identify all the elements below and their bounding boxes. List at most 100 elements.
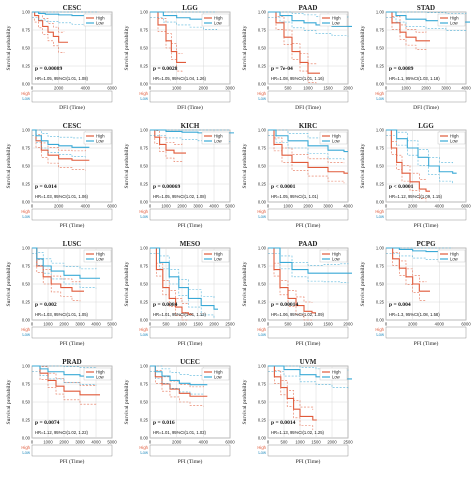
y-axis-label: Survival probability: [124, 25, 130, 70]
x-tick-label: 5000: [107, 440, 117, 445]
risk-row-label: Low: [376, 96, 385, 101]
x-tick-label: 1500: [193, 322, 203, 327]
y-tick-label: 0.00: [140, 82, 149, 87]
x-axis-label: DFI (Time): [59, 104, 85, 111]
y-tick-label: 0.50: [22, 400, 31, 405]
y-tick-label: 0.25: [258, 64, 267, 69]
x-tick-label: 1000: [43, 440, 53, 445]
legend-label: High: [214, 252, 223, 257]
km-panel: LGG 0.00 0.25 0.50 0.75 1.00 0 1000 2000 3000 Surv…: [124, 4, 235, 111]
x-tick-label: 2000: [408, 204, 418, 209]
y-tick-label: 0.00: [258, 318, 267, 323]
legend-label: High: [450, 134, 459, 139]
legend-label: Low: [214, 375, 223, 380]
p-value: p = 0.016: [153, 420, 175, 426]
km-curve-low: [32, 129, 90, 148]
y-axis-label: Survival probability: [6, 25, 12, 70]
legend-label: Low: [214, 21, 223, 26]
y-tick-label: 0.00: [22, 318, 31, 323]
y-axis-label: Survival probability: [242, 379, 248, 424]
x-tick-label: 1000: [303, 86, 313, 91]
x-tick-label: 3000: [225, 86, 235, 91]
y-tick-label: 0.75: [376, 264, 385, 269]
legend-label: Low: [96, 375, 105, 380]
km-curve-high: [150, 11, 186, 63]
y-tick-label: 0.00: [140, 318, 149, 323]
hazard-ratio: HR=1.3, 95%CI(1.08, 1.58): [389, 312, 440, 317]
risk-row-label: Low: [258, 450, 267, 455]
km-panel: PCPG 0.00 0.25 0.50 0.75 1.00 0 2000 4000 6000 Sur…: [360, 240, 471, 347]
legend-label: High: [96, 134, 105, 139]
y-tick-label: 0.25: [140, 300, 149, 305]
x-tick-label: 4000: [199, 440, 209, 445]
y-tick-label: 0.00: [376, 200, 385, 205]
x-tick-label: 2000: [54, 86, 64, 91]
ci-upper-low: [268, 247, 349, 266]
risk-table-frame: [149, 90, 231, 103]
y-tick-label: 0.25: [376, 64, 385, 69]
risk-row-label: High: [139, 445, 148, 450]
x-tick-label: 4000: [435, 322, 445, 327]
panel-title: UCEC: [180, 358, 200, 366]
km-curve-low: [150, 247, 218, 310]
risk-row-label: High: [139, 91, 148, 96]
hazard-ratio: HR=1.1, 95%CI(1.03, 1.18): [389, 76, 440, 81]
km-curve-low: [150, 365, 208, 386]
km-panel: PAAD 0.00 0.25 0.50 0.75 1.00 0 500 1000 1500 2000…: [242, 4, 353, 111]
legend-label: High: [332, 134, 341, 139]
y-tick-label: 1.00: [258, 364, 267, 369]
risk-table-frame: [31, 90, 113, 103]
y-tick-label: 1.00: [376, 246, 385, 251]
y-axis-label: Survival probability: [6, 379, 12, 424]
km-panel: CESC 0.00 0.25 0.50 0.75 1.00 0 2000 4000 6000 Sur…: [6, 122, 117, 229]
y-tick-label: 0.50: [22, 46, 31, 51]
y-tick-label: 0.75: [22, 28, 31, 33]
legend-label: High: [96, 370, 105, 375]
ci-lower-low: [386, 135, 453, 184]
ci-lower-high: [150, 135, 183, 163]
y-tick-label: 0.75: [258, 28, 267, 33]
risk-table-frame: [385, 326, 467, 339]
legend-label: Low: [214, 257, 223, 262]
km-curve-high: [386, 11, 430, 42]
risk-row-label: Low: [22, 96, 31, 101]
p-value: p = 0.014: [35, 184, 57, 190]
km-panel: UVM 0.00 0.25 0.50 0.75 1.00 0 500 1000 1500 2000 2…: [242, 358, 353, 465]
risk-row-label: High: [257, 327, 266, 332]
x-axis-label: PFI (Time): [414, 340, 439, 347]
x-tick-label: 500: [285, 322, 293, 327]
x-tick-label: 3000: [193, 204, 203, 209]
y-tick-label: 1.00: [140, 364, 149, 369]
y-tick-label: 0.00: [22, 436, 31, 441]
legend-label: Low: [450, 21, 459, 26]
x-tick-label: 0: [267, 204, 270, 209]
y-tick-label: 0.25: [22, 300, 31, 305]
legend-label: High: [332, 252, 341, 257]
y-tick-label: 1.00: [376, 10, 385, 15]
x-tick-label: 1000: [295, 440, 305, 445]
x-axis-label: PFI (Time): [178, 458, 203, 465]
y-tick-label: 1.00: [140, 246, 149, 251]
x-tick-label: 4000: [81, 204, 91, 209]
x-tick-label: 4000: [461, 86, 471, 91]
km-curve-high: [32, 247, 84, 292]
hazard-ratio: HR=1.06, 95%CI(1.02, 1.09): [271, 312, 325, 317]
y-tick-label: 0.75: [140, 382, 149, 387]
ci-lower-high: [32, 17, 65, 54]
panel-title: PCPG: [416, 240, 436, 248]
x-tick-label: 4000: [81, 86, 91, 91]
hazard-ratio: HR=1.05, 95%CI(1, 1.01): [271, 194, 319, 199]
x-tick-label: 0: [149, 204, 152, 209]
ci-upper-high: [150, 365, 204, 388]
panel-title: UVM: [300, 358, 317, 366]
x-tick-label: 2000: [172, 440, 182, 445]
x-axis-label: PFI (Time): [296, 340, 321, 347]
panel-title: CESC: [63, 4, 82, 12]
ci-upper-low: [386, 11, 467, 14]
km-curve-high: [150, 129, 186, 154]
ci-upper-low: [386, 129, 453, 164]
x-tick-label: 2500: [343, 440, 353, 445]
p-value: p = 0.0084: [153, 302, 178, 308]
risk-row-label: Low: [258, 96, 267, 101]
